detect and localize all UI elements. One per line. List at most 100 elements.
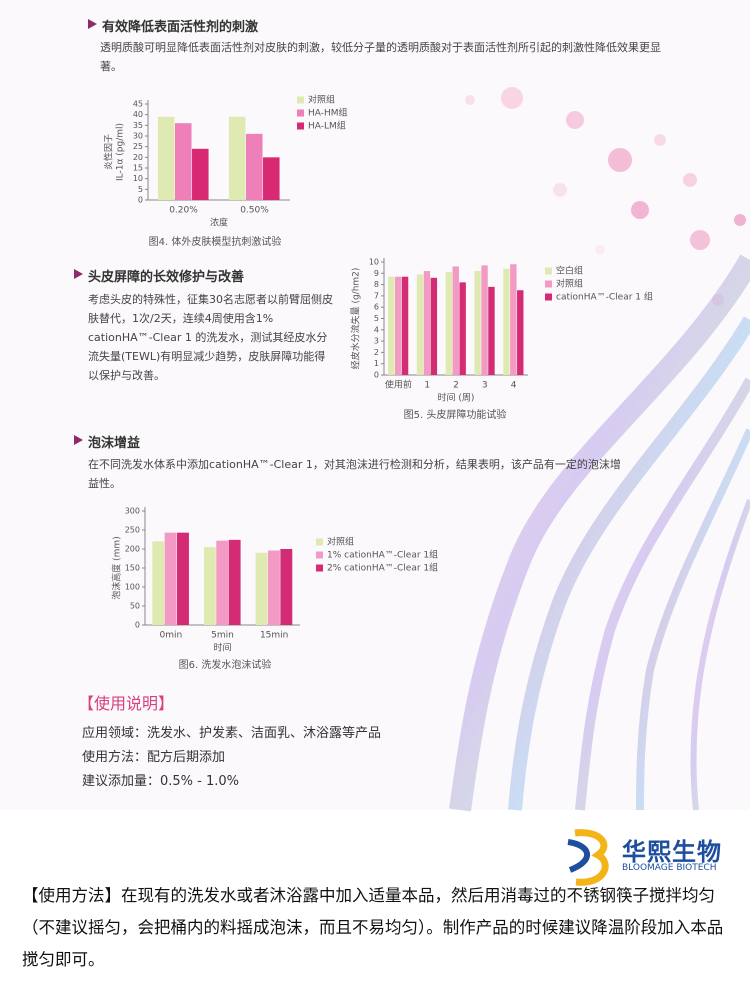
legend-swatch [545,267,552,275]
heading: 有效降低表面活性剂的刺激 [86,16,258,35]
bar [263,157,280,200]
body-text: 在不同洗发水体系中添加cationHA™-Clear 1，对其泡沫进行检测和分析… [88,458,621,490]
bar [228,116,246,200]
bar [192,148,209,200]
legend-label: HA-LM组 [308,120,346,132]
y-axis-label: IL-1α (pg/ml) [116,123,126,181]
x-tick-label: 0min [159,631,182,641]
caption: 图5. 头皮屏障功能试验 [404,408,507,421]
x-tick-label: 1 [424,381,430,391]
body-text: 考虑头皮的特殊性，征集30名志愿者以前臂屈侧皮肤替代，1次/2天，连续4周使用含… [88,293,333,382]
x-tick-label: 3 [482,381,488,391]
legend-label: 空白组 [556,265,583,277]
y-tick-label: 40 [133,110,143,119]
legend-swatch [316,564,323,572]
usage-title: 【使用说明】 [78,694,175,713]
y-tick-label: 30 [133,132,143,141]
bar [152,541,165,625]
y-tick-label: 5 [374,314,379,323]
x-tick-label: 2 [453,381,459,391]
y-tick-label: 5 [138,185,143,194]
bar [488,286,495,375]
y-tick-label: 4 [374,325,379,334]
legend-label: cationHA™-Clear 1 组 [556,291,653,303]
y-tick-label: 20 [133,153,143,162]
bar [474,271,481,375]
bar [394,276,402,375]
y-tick-label: 3 [374,337,379,346]
y-tick-label: 250 [125,526,140,535]
y-tick-label: 10 [133,174,143,183]
logo-english: BLOOMAGE BIOTECH [622,863,717,873]
body-text: 透明质酸可明显降低表面活性剂对皮肤的刺激，较低分子量的透明质酸对于表面活性剂所引… [100,41,661,73]
bar [174,123,192,200]
bar [164,532,177,625]
bar [481,265,488,375]
usage-line: 建议添加量：0.5% - 1.0% [82,774,240,789]
x-tick-label: 5min [211,631,234,641]
y-tick-label: 45 [133,100,143,109]
bar [423,271,431,375]
legend-swatch [316,538,323,546]
y-tick-label: 0 [135,621,140,630]
bar [503,268,510,375]
y-tick-label: 10 [369,258,379,267]
y-tick-label: 2 [374,348,379,357]
y-tick-label: 1 [374,359,379,368]
y-tick-label: 15 [133,164,143,173]
usage-line: 使用方法：配方后期添加 [82,750,226,765]
bar [216,540,229,625]
bar [267,550,280,625]
bar [280,549,293,625]
caption: 图4. 体外皮肤模型抗刺激试验 [149,235,282,248]
bar [452,266,459,375]
heading: 头皮屏障的长效修护与改善 [72,266,244,285]
y-axis-label: 泡沫高度 (mm) [111,536,123,599]
y-tick-label: 35 [133,121,143,130]
y-tick-label: 0 [374,371,379,380]
legend-label: 对照组 [327,536,354,548]
logo-mark [567,829,609,886]
x-tick-label: 使用前 [385,379,412,391]
bar [157,116,175,200]
x-tick-label: 0.20% [169,206,198,216]
y-tick-label: 200 [125,545,140,554]
bar [245,133,263,200]
y-tick-label: 50 [130,602,140,611]
bar [459,282,466,375]
legend-swatch [297,96,304,104]
legend-swatch [316,551,323,559]
bar [401,276,409,375]
y-tick-label: 0 [138,196,143,205]
bar [517,290,524,375]
x-tick-label: 0.50% [240,206,269,216]
streaks [449,254,750,812]
x-tick-label: 15min [260,631,288,641]
legend-swatch [545,293,552,301]
y-axis-label: 炎性因子 [103,134,115,170]
y-tick-label: 6 [374,303,379,312]
legend-label: 对照组 [556,278,583,290]
y-tick-label: 7 [374,291,379,300]
y-tick-label: 9 [374,269,379,278]
bar [177,532,189,625]
legend-label: HA-HM组 [308,107,348,119]
bar [388,276,395,375]
x-axis-label: 时间 [213,642,231,654]
legend-label: 对照组 [308,94,335,106]
legend-swatch [297,109,304,117]
x-axis-label: 时间 (周) [438,392,475,404]
legend-swatch [297,122,304,130]
legend-label: 2% cationHA™-Clear 1组 [327,562,438,574]
legend-label: 1% cationHA™-Clear 1组 [327,549,438,561]
x-tick-label: 4 [511,381,517,391]
bar [228,539,241,625]
bar [255,552,268,625]
legend-swatch [545,280,552,288]
bar [203,547,216,625]
usage-line: 应用领域：洗发水、护发素、洁面乳、沐浴露等产品 [82,726,382,741]
heading: 泡沫增益 [72,432,140,451]
y-tick-label: 25 [133,142,143,151]
